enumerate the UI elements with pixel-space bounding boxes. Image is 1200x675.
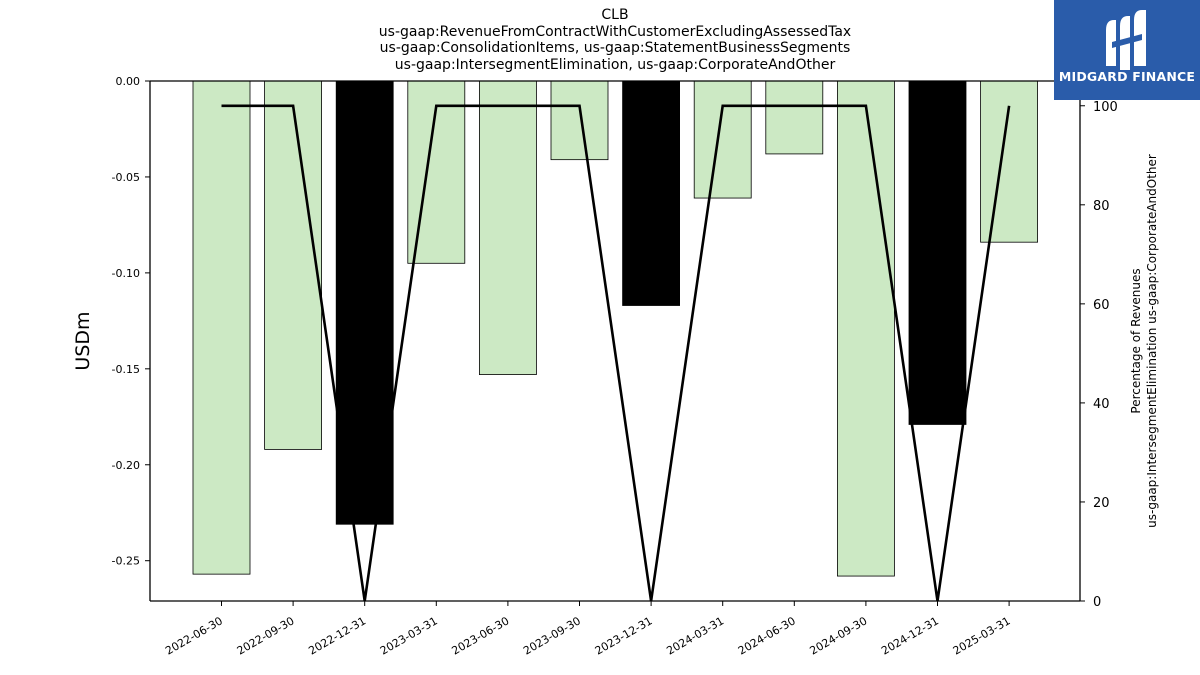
y-tick-label: -0.10: [112, 267, 140, 280]
chart-title-line-2: us-gaap:RevenueFromContractWithCustomerE…: [378, 24, 852, 40]
x-tick-label: 2022-06-30: [163, 614, 225, 657]
y-tick-label: -0.05: [112, 171, 140, 184]
line-series: [221, 104, 1011, 602]
x-tick-label: 2022-12-31: [306, 614, 368, 657]
bar-2023-06-30: [478, 80, 537, 375]
y-tick-label: -0.20: [112, 459, 140, 472]
y-tick-label: -0.25: [112, 555, 140, 568]
x-tick-label: 2023-09-30: [521, 614, 583, 657]
y2-tick-label: 0: [1093, 595, 1101, 610]
x-tick-label: 2024-09-30: [808, 614, 870, 657]
logo-mark-icon: [1106, 10, 1146, 70]
chart-title-line-1: CLB: [601, 7, 629, 23]
chart-title-line-3: us-gaap:ConsolidationItems, us-gaap:Stat…: [379, 40, 851, 56]
x-tick-label: 2024-12-31: [879, 614, 941, 657]
bar-2022-06-30: [192, 80, 251, 575]
x-tick-label: 2023-12-31: [593, 614, 655, 657]
bar-2025-03-31: [980, 80, 1038, 243]
bar-series: [192, 80, 1038, 577]
bar-2024-06-30: [765, 80, 824, 155]
bar-2023-09-30: [550, 80, 609, 161]
midgard-finance-logo: MIDGARD FINANCE: [1054, 0, 1200, 100]
x-tick-label: 2022-09-30: [235, 614, 297, 657]
y-tick-label: -0.15: [112, 363, 140, 376]
logo-text: MIDGARD FINANCE: [1058, 69, 1196, 84]
x-tick-label: 2024-06-30: [736, 614, 798, 657]
x-tick-label: 2023-06-30: [450, 614, 512, 657]
y2-axis-label-line-1: Percentage of Revenues: [1129, 268, 1143, 413]
x-tick-label: 2025-03-31: [951, 614, 1013, 657]
percentage-line: [221, 104, 1011, 602]
bar-2024-09-30: [837, 80, 895, 577]
y-axis-label: USDm: [72, 311, 94, 370]
bar-2022-09-30: [264, 80, 323, 450]
y2-tick-label: 100: [1093, 100, 1118, 115]
bar-2023-12-31: [622, 80, 680, 306]
y2-tick-label: 20: [1093, 496, 1110, 511]
y-tick-label: 0.00: [116, 75, 141, 88]
x-tick-label: 2024-03-31: [664, 614, 726, 657]
bar-2024-03-31: [693, 80, 752, 199]
bar-2024-12-31: [908, 80, 967, 425]
chart-title-line-4: us-gaap:IntersegmentElimination, us-gaap…: [394, 57, 836, 73]
y2-tick-label: 80: [1093, 199, 1110, 214]
y2-tick-label: 40: [1093, 397, 1110, 412]
y2-axis-label-line-2: us-gaap:IntersegmentElimination us-gaap:…: [1145, 154, 1159, 528]
y2-tick-label: 60: [1093, 298, 1110, 313]
bar-2022-12-31: [335, 80, 394, 525]
x-tick-label: 2023-03-31: [378, 614, 440, 657]
